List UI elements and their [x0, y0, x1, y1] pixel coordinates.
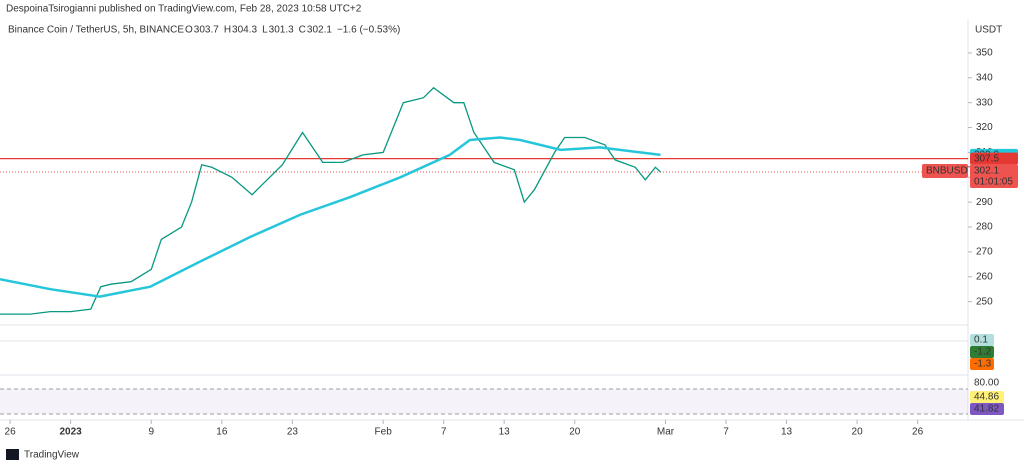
- series-line: [0, 136, 661, 298]
- y-tick-label: 280: [976, 222, 993, 233]
- chart-title: Binance Coin / TetherUS, 5h, BINANCE: [8, 25, 184, 36]
- change: −1.6 (−0.53%): [337, 25, 400, 36]
- macd-box: [970, 346, 994, 358]
- y-tick-label: 350: [976, 48, 993, 59]
- hline-label: 307.5: [974, 153, 999, 164]
- macd-label: -1.3: [974, 359, 992, 370]
- x-tick-label: Mar: [657, 427, 675, 438]
- last-price: 302.1: [974, 166, 999, 177]
- rsi-label: 80.00: [974, 378, 999, 389]
- y-tick-label: 250: [976, 296, 993, 307]
- y-tick-label: 260: [976, 271, 993, 282]
- ohlc-key: O: [185, 25, 193, 36]
- symbol-box: [922, 164, 968, 179]
- x-tick-label: Feb: [375, 427, 393, 438]
- x-tick-label: 23: [287, 427, 299, 438]
- footer: TradingView: [24, 450, 80, 461]
- ohlc-value: 304.3: [232, 25, 257, 36]
- macd-box: [970, 358, 994, 370]
- x-tick-label: 7: [441, 427, 447, 438]
- y-unit: USDT: [975, 25, 1002, 36]
- y-tick-label: 340: [976, 72, 993, 83]
- x-tick-label: 20: [852, 427, 864, 438]
- hline-label-box: [970, 152, 1018, 165]
- rsi-label: 41.82: [974, 404, 999, 415]
- rsi-label: 44.86: [974, 392, 999, 403]
- y-tick-label: 270: [976, 247, 993, 258]
- x-tick-label: 2023: [59, 427, 82, 438]
- header: DespoinaTsirogianni published on Trading…: [6, 4, 362, 15]
- x-tick-label: 16: [216, 427, 228, 438]
- x-tick-label: 20: [569, 427, 581, 438]
- macd-label: 0.1: [974, 335, 988, 346]
- ohlc-key: H: [224, 25, 231, 36]
- x-tick-label: 13: [781, 427, 793, 438]
- y-tick-label: 330: [976, 97, 993, 108]
- ohlc-value: 303.7: [194, 25, 219, 36]
- x-tick-label: 9: [148, 427, 154, 438]
- macd-label: -1.2: [974, 347, 992, 358]
- y-tick-label: 320: [976, 122, 993, 133]
- x-tick-label: 26: [912, 427, 924, 438]
- x-tick-label: 26: [5, 427, 17, 438]
- rsi-band: [0, 389, 968, 414]
- ohlc-value: 301.3: [269, 25, 294, 36]
- logo: [6, 449, 19, 460]
- x-tick-label: 13: [499, 427, 511, 438]
- series-line: [0, 86, 661, 315]
- countdown: 01:01:05: [974, 177, 1013, 188]
- ohlc-value: 302.1: [307, 25, 332, 36]
- price-box: [970, 164, 1018, 189]
- y-tick-label: 290: [976, 197, 993, 208]
- x-tick-label: 7: [723, 427, 729, 438]
- rsi-box: [970, 391, 1004, 403]
- macd-box: [970, 334, 994, 346]
- ohlc-key: C: [299, 25, 306, 36]
- ohlc-key: L: [262, 25, 268, 36]
- symbol: BNBUSDT: [926, 166, 974, 177]
- rsi-box: [970, 403, 1004, 415]
